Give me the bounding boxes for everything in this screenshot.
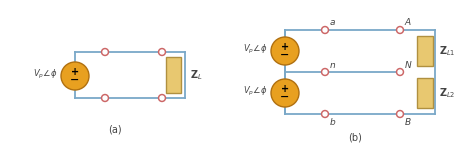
Circle shape [323,70,327,74]
Text: −: − [280,50,290,60]
Text: $B$: $B$ [404,116,411,127]
Text: $\mathbf{Z}_L$: $\mathbf{Z}_L$ [190,68,202,82]
Circle shape [160,50,164,54]
Text: $V_p\angle\phi$: $V_p\angle\phi$ [243,42,267,56]
Text: $\mathbf{Z}_{L2}$: $\mathbf{Z}_{L2}$ [439,86,456,100]
Circle shape [321,69,328,75]
Circle shape [396,26,403,33]
Text: $\mathbf{Z}_{L1}$: $\mathbf{Z}_{L1}$ [439,44,456,58]
Text: $N$: $N$ [404,59,412,70]
Text: $n$: $n$ [329,61,336,70]
Circle shape [396,69,403,75]
Circle shape [398,70,402,74]
Text: $b$: $b$ [329,116,336,127]
Circle shape [271,79,299,107]
Text: (a): (a) [108,125,122,135]
Circle shape [158,95,165,102]
Circle shape [396,111,403,118]
Circle shape [321,26,328,33]
Text: −: − [70,75,80,85]
Circle shape [323,28,327,32]
Circle shape [103,50,107,54]
Circle shape [160,96,164,100]
Circle shape [61,62,89,90]
Text: +: + [71,67,79,77]
Circle shape [158,49,165,56]
Circle shape [323,112,327,116]
Text: +: + [281,84,289,94]
Text: +: + [281,42,289,52]
Text: $a$: $a$ [329,18,336,27]
Text: $V_p\angle\phi$: $V_p\angle\phi$ [243,85,267,98]
Circle shape [103,96,107,100]
Text: (b): (b) [348,133,362,143]
Bar [166,57,181,93]
Circle shape [398,112,402,116]
Circle shape [321,111,328,118]
Circle shape [101,95,109,102]
Circle shape [398,28,402,32]
Circle shape [271,37,299,65]
Bar [417,78,433,108]
Text: $A$: $A$ [404,16,412,27]
Text: $V_p\angle\phi$: $V_p\angle\phi$ [33,67,57,81]
Text: −: − [280,92,290,102]
Circle shape [101,49,109,56]
Bar [417,36,433,66]
